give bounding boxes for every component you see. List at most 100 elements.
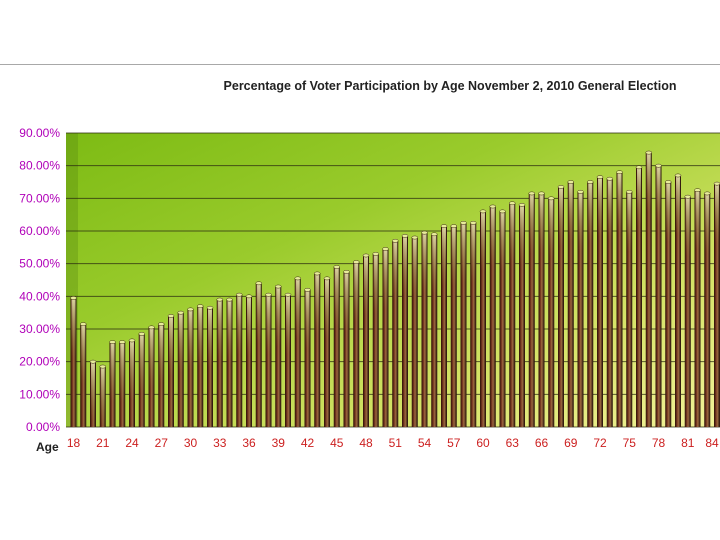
bar-age-34 [226, 297, 233, 427]
bar-cap [479, 209, 487, 214]
bar-highlight [149, 327, 154, 388]
bar-highlight [373, 253, 378, 314]
bar-age-51 [392, 238, 399, 427]
bar-highlight [169, 315, 173, 376]
bar-highlight [403, 235, 407, 296]
bar-cap [314, 271, 321, 276]
bar-cap [665, 180, 672, 184]
bar-cap [197, 304, 204, 308]
bar-cap [645, 150, 652, 155]
bar-age-79 [665, 180, 672, 427]
bar-highlight [685, 196, 690, 257]
bar-age-73 [606, 176, 613, 427]
bar [255, 283, 262, 427]
bar-highlight [442, 226, 446, 287]
x-tick-label: 39 [272, 436, 286, 450]
bar-highlight [637, 167, 641, 228]
bar-highlight [81, 324, 86, 385]
bar [363, 255, 369, 427]
bar-highlight [217, 299, 222, 360]
bar-cap [635, 165, 643, 170]
bar [246, 296, 252, 427]
bar-cap [245, 294, 253, 299]
bar-highlight [646, 152, 651, 213]
bar [636, 167, 642, 428]
bar [665, 182, 672, 427]
bar-highlight [159, 324, 164, 385]
bar-cap [528, 191, 535, 196]
bar-cap [109, 340, 116, 344]
bar-cap [177, 310, 184, 315]
bar-age-78 [655, 163, 662, 427]
bar-cap [187, 307, 194, 312]
bar-highlight [188, 309, 193, 370]
bar-cap [255, 281, 262, 286]
bar-highlight [91, 361, 95, 422]
bar-highlight [510, 203, 515, 264]
bars-group [70, 150, 720, 428]
bar-cap [713, 181, 720, 186]
bar-cap [684, 194, 691, 199]
bar-cap [236, 292, 243, 297]
bar-cap [323, 276, 331, 281]
bar-age-67 [548, 196, 555, 427]
bar [304, 289, 311, 427]
x-tick-label: 75 [623, 436, 637, 450]
bar-cap [119, 340, 126, 344]
bar-cap [206, 305, 214, 310]
bar-cap [704, 191, 711, 196]
bar-age-48 [362, 253, 370, 427]
bar-age-60 [479, 209, 487, 427]
bar-age-63 [509, 201, 516, 427]
bar-highlight [227, 299, 232, 360]
bar-age-65 [528, 191, 535, 427]
bar [441, 226, 447, 427]
bar-cap [460, 220, 467, 225]
bar-highlight [354, 262, 359, 323]
bar-age-35 [236, 292, 243, 427]
bar [694, 190, 701, 427]
x-tick-label: 69 [564, 436, 578, 450]
bar-age-18 [70, 296, 77, 427]
bar-cap [275, 284, 282, 289]
bar-age-38 [265, 292, 272, 427]
x-tick-label: 21 [96, 436, 110, 450]
bar [421, 232, 428, 427]
bar-highlight [393, 240, 398, 301]
bar [489, 206, 496, 427]
bar-age-29 [177, 310, 184, 427]
chart-title: Percentage of Voter Participation by Age… [224, 79, 677, 93]
bar-highlight [383, 248, 388, 309]
bar-highlight [344, 271, 349, 332]
bar-highlight [198, 306, 203, 367]
bar-age-33 [216, 297, 223, 427]
bar-age-49 [372, 252, 379, 427]
bar [480, 211, 486, 427]
x-tick-label: 63 [506, 436, 520, 450]
bar [567, 182, 574, 427]
bar-cap [470, 220, 477, 225]
bar-highlight [656, 165, 661, 226]
bar-age-57 [450, 224, 457, 427]
bar-cap [626, 189, 633, 194]
bar [197, 306, 204, 427]
bar-cap [538, 191, 545, 196]
y-tick-label: 40.00% [19, 289, 60, 303]
x-tick-label: 84 [705, 436, 719, 450]
bar-cap [99, 364, 106, 369]
x-tick-label: 33 [213, 436, 227, 450]
bar [704, 193, 711, 427]
bar-highlight [432, 234, 437, 295]
bar-highlight [588, 182, 593, 242]
bar-cap [70, 296, 77, 300]
y-tick-label: 60.00% [19, 224, 60, 238]
bar-highlight [237, 294, 242, 355]
top-divider-line [0, 64, 720, 65]
bar-highlight [110, 342, 115, 403]
bar-highlight [666, 182, 671, 242]
bar [645, 152, 652, 427]
bar-cap [557, 185, 565, 189]
bar-cap [694, 188, 701, 193]
bar-cap [128, 338, 136, 343]
bar [402, 235, 408, 427]
